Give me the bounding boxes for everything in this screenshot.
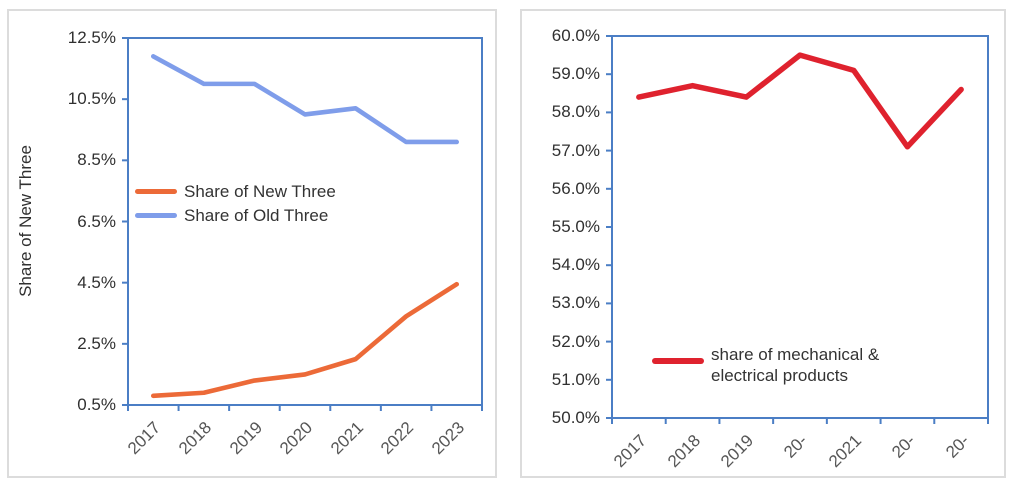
y-tick-label: 8.5% (77, 150, 116, 170)
y-tick-label: 50.0% (551, 408, 600, 427)
chart-panel-mechanical-electrical: share of mechanical & electrical product… (520, 9, 1006, 478)
y-tick-label: 52.0% (551, 331, 600, 351)
y-tick-label: 4.5% (77, 272, 116, 292)
legend-line-swatch (135, 212, 177, 218)
y-tick-label: 12.5% (67, 28, 116, 47)
line-plot (122, 37, 483, 411)
legend-item: Share of New Three (135, 179, 336, 203)
series-line (150, 54, 460, 145)
y-tick-label: 55.0% (551, 217, 600, 236)
series-line (150, 281, 460, 399)
legend-line-swatch (135, 188, 177, 194)
y-tick-label: 59.0% (551, 64, 600, 84)
y-tick-label: 6.5% (77, 211, 116, 231)
y-tick-label: 60.0% (551, 26, 600, 45)
legend-label: share of mechanical & electrical product… (711, 345, 880, 385)
y-tick-label: 56.0% (551, 178, 600, 198)
legend-label: Share of Old Three (184, 205, 329, 225)
y-tick-label: 10.5% (67, 89, 116, 109)
y-tick-label: 51.0% (551, 369, 600, 389)
chart-legend: share of mechanical & electrical product… (652, 344, 926, 386)
legend-item: share of mechanical & electrical product… (652, 344, 926, 386)
legend-line-swatch (652, 358, 704, 364)
legend-item: Share of Old Three (135, 203, 336, 227)
y-tick-label: 2.5% (77, 333, 116, 353)
legend-label: Share of New Three (184, 181, 336, 201)
y-tick-label: 53.0% (551, 293, 600, 313)
line-plot (606, 35, 989, 424)
chart-legend: Share of New Three Share of Old Three (135, 179, 336, 227)
y-tick-label: 0.5% (77, 395, 116, 414)
y-tick-label: 57.0% (551, 140, 600, 160)
y-tick-label: 58.0% (551, 102, 600, 122)
y-tick-label: 54.0% (551, 255, 600, 275)
series-line (636, 52, 964, 150)
chart-panel-new-vs-old-three: Share of New Three Share of New Three Sha… (7, 9, 497, 478)
